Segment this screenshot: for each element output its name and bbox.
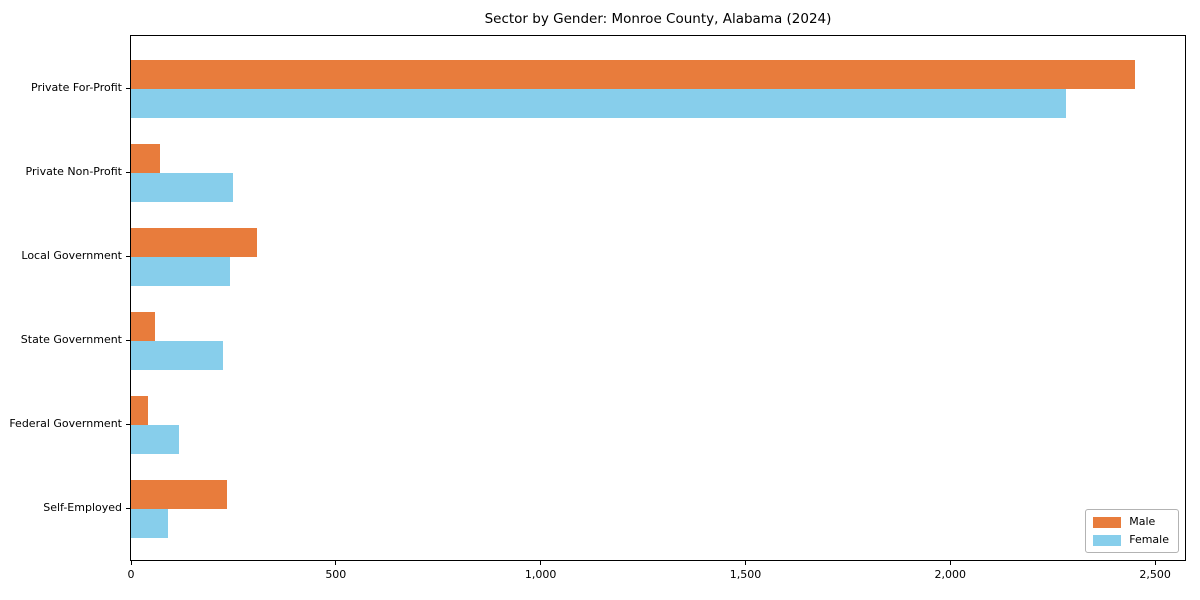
y-tick-label: Federal Government bbox=[9, 417, 122, 430]
x-tick-mark bbox=[130, 561, 132, 565]
x-tick-label: 0 bbox=[127, 568, 135, 581]
bar-female-0 bbox=[131, 89, 1067, 118]
bar-male-4 bbox=[131, 396, 148, 425]
y-tick-mark bbox=[126, 508, 130, 509]
bar-male-2 bbox=[131, 228, 257, 257]
x-tick-label: 2,500 bbox=[1139, 568, 1171, 581]
y-tick-mark bbox=[126, 88, 130, 89]
y-tick-label: Private Non-Profit bbox=[25, 165, 122, 178]
bar-male-5 bbox=[131, 480, 227, 509]
male-color-swatch bbox=[1093, 516, 1122, 528]
y-tick-mark bbox=[126, 340, 130, 341]
female-color-swatch bbox=[1093, 534, 1122, 546]
y-tick-mark bbox=[126, 256, 130, 257]
bar-female-5 bbox=[131, 509, 168, 538]
legend-item-female: Female bbox=[1093, 534, 1169, 546]
x-tick-label: 500 bbox=[325, 568, 347, 581]
bar-male-0 bbox=[131, 60, 1135, 89]
bar-male-1 bbox=[131, 144, 161, 173]
x-tick-mark bbox=[1154, 561, 1156, 565]
bar-female-3 bbox=[131, 341, 223, 370]
chart-title: Sector by Gender: Monroe County, Alabama… bbox=[484, 11, 832, 27]
bar-female-2 bbox=[131, 257, 230, 286]
y-tick-mark bbox=[126, 172, 130, 173]
y-tick-mark bbox=[126, 424, 130, 425]
y-tick-label: Self-Employed bbox=[43, 501, 122, 514]
plot-area: Male Female bbox=[130, 35, 1186, 561]
x-tick-label: 2,000 bbox=[934, 568, 967, 581]
x-tick-label: 1,500 bbox=[729, 568, 762, 581]
bar-female-1 bbox=[131, 173, 233, 202]
x-tick-mark bbox=[949, 561, 951, 565]
x-tick-mark bbox=[744, 561, 746, 565]
bar-male-3 bbox=[131, 312, 155, 341]
bar-female-4 bbox=[131, 425, 179, 454]
legend-label-female: Female bbox=[1129, 533, 1169, 546]
y-tick-label: State Government bbox=[20, 333, 122, 346]
y-tick-label: Private For-Profit bbox=[31, 81, 122, 94]
x-tick-mark bbox=[335, 561, 337, 565]
legend-label-male: Male bbox=[1129, 515, 1156, 528]
x-tick-mark bbox=[540, 561, 542, 565]
x-tick-label: 1,000 bbox=[524, 568, 557, 581]
legend: Male Female bbox=[1085, 509, 1179, 553]
legend-item-male: Male bbox=[1093, 516, 1169, 528]
y-tick-label: Local Government bbox=[21, 249, 122, 262]
